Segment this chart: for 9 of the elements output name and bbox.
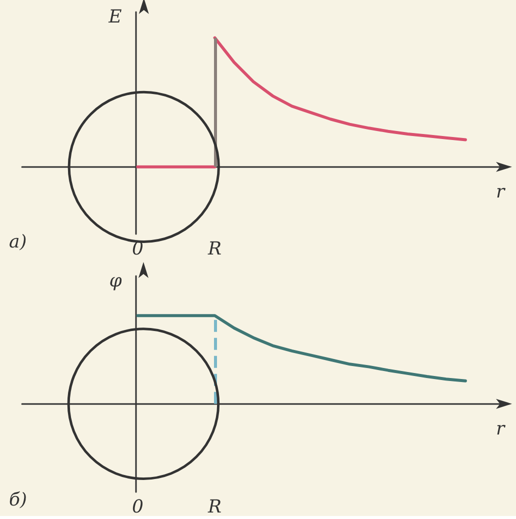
- x-axis-title: r: [496, 181, 506, 202]
- y-axis-title: φ: [109, 270, 122, 292]
- x-tick-label: R: [207, 238, 222, 260]
- text: а): [9, 232, 27, 252]
- text: б): [9, 490, 28, 510]
- x-tick-label: R: [207, 496, 222, 518]
- y-axis-title: E: [108, 6, 122, 28]
- x-tick-label: 0: [132, 496, 144, 518]
- x-axis-title: r: [496, 418, 506, 440]
